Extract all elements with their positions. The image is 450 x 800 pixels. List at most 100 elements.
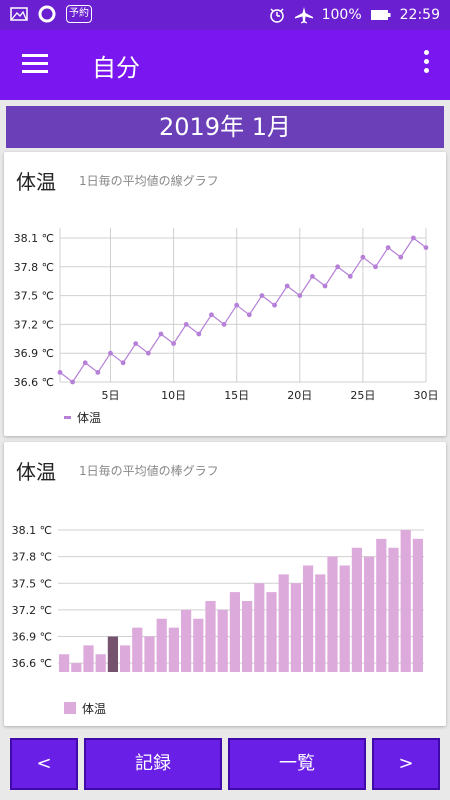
line-point [158, 331, 164, 337]
bar-15 [229, 592, 240, 672]
month-banner: 2019年 1月 [6, 106, 444, 148]
bar-1 [59, 654, 70, 672]
bar-30 [412, 538, 423, 672]
line-point [385, 245, 391, 250]
line-y-tick-label: 36.9 ℃ [14, 347, 54, 360]
line-legend-swatch [64, 416, 71, 419]
alarm-icon [269, 8, 284, 23]
line-point [410, 235, 416, 241]
line-x-tick-label: 20日 [287, 389, 312, 402]
image-icon [10, 7, 28, 21]
line-point [246, 312, 252, 318]
battery-level: 100% [321, 7, 362, 23]
line-point [221, 322, 227, 327]
line-point [57, 370, 63, 375]
bar-10 [168, 627, 179, 672]
bar-card-title: 体温 [16, 460, 56, 484]
prev-month-button[interactable]: < [10, 738, 78, 790]
bar-7 [132, 627, 143, 672]
page-title: 自分 [92, 54, 140, 82]
line-point [234, 302, 240, 308]
line-point [398, 254, 404, 260]
bar-22 [315, 574, 326, 672]
line-point [272, 302, 277, 308]
bar-23 [327, 556, 338, 672]
next-month-button[interactable]: > [372, 738, 440, 790]
clock: 22:59 [399, 7, 440, 23]
bar-19 [278, 574, 289, 672]
bar-18 [266, 592, 277, 672]
status-bar: 予約 100% 22:59 [0, 0, 450, 30]
line-y-tick-label: 36.6 ℃ [14, 376, 54, 389]
line-point [284, 283, 290, 289]
line-point [120, 360, 126, 366]
line-point [347, 274, 353, 279]
line-point [82, 360, 88, 366]
bar-y-tick-label: 38.1 ℃ [12, 524, 52, 537]
line-series [59, 237, 427, 383]
menu-icon[interactable] [22, 54, 48, 76]
line-point [322, 283, 328, 289]
line-x-tick-label: 15日 [224, 389, 249, 402]
line-x-tick-label: 10日 [161, 389, 186, 402]
bar-5 [107, 636, 118, 672]
line-point [297, 293, 303, 298]
record-button[interactable]: 記録 [84, 738, 222, 790]
bar-20 [290, 583, 301, 672]
bar-chart-card: 体温 1日毎の平均値の棒グラフ 36.6 ℃ 36.9 ℃ 37.2 ℃ 37.5 ℃… [4, 442, 446, 726]
line-point [183, 322, 189, 327]
app-bar: 自分 [0, 30, 450, 100]
bar-24 [339, 565, 350, 672]
line-point [133, 341, 139, 346]
line-point [196, 331, 202, 337]
bar-11 [181, 609, 192, 672]
bar-13 [205, 601, 216, 672]
line-y-tick-label: 38.1 ℃ [14, 232, 54, 245]
battery-icon [370, 10, 391, 20]
bar-25 [351, 547, 362, 672]
line-point [310, 274, 315, 279]
more-options-icon[interactable] [424, 50, 432, 77]
line-point [373, 264, 378, 270]
line-point [145, 350, 151, 356]
bar-2 [71, 663, 82, 672]
bar-y-tick-label: 36.6 ℃ [12, 657, 52, 670]
bar-y-tick-label: 37.5 ℃ [12, 577, 52, 590]
line-y-tick-label: 37.8 ℃ [14, 261, 54, 274]
line-point [259, 293, 265, 298]
bar-9 [156, 618, 167, 672]
reservation-badge: 予約 [66, 5, 92, 23]
bar-14 [217, 609, 228, 672]
bar-8 [144, 636, 155, 672]
circle-icon [38, 5, 56, 23]
line-x-tick-label: 25日 [350, 389, 375, 402]
bar-4 [95, 654, 106, 672]
line-point [360, 254, 366, 260]
bar-16 [242, 601, 253, 672]
bar-3 [83, 645, 94, 672]
bar-legend-label: 体温 [82, 702, 106, 716]
line-point [95, 370, 101, 375]
bar-17 [254, 583, 265, 672]
airplane-icon [294, 7, 313, 24]
line-card-subtitle: 1日毎の平均値の線グラフ [79, 174, 219, 188]
bar-y-tick-label: 37.2 ℃ [12, 604, 52, 617]
line-point [209, 312, 214, 318]
bar-27 [376, 538, 387, 672]
bar-chart: 36.6 ℃ 36.9 ℃ 37.2 ℃ 37.5 ℃ 37.8 ℃ 38.1 ℃ 体温 [12, 524, 424, 716]
bar-28 [388, 547, 399, 672]
line-x-tick-label: 30日 [414, 389, 439, 402]
bar-21 [303, 565, 314, 672]
bar-26 [364, 556, 375, 672]
line-card-title: 体温 [16, 170, 56, 194]
line-point [423, 245, 429, 250]
line-chart: 36.6 ℃ 36.9 ℃ 37.2 ℃ 37.5 ℃ 37.8 ℃ 38.1 ℃ 5日 10… [14, 228, 439, 425]
bar-legend-swatch [64, 702, 76, 714]
list-button[interactable]: 一覧 [228, 738, 366, 790]
line-chart-card: 体温 1日毎の平均値の線グラフ 36.6 ℃ 36.9 ℃ 37.2 ℃ 37.5 ℃… [4, 152, 446, 436]
bar-card-subtitle: 1日毎の平均値の棒グラフ [79, 464, 219, 478]
line-x-tick-label: 5日 [101, 389, 119, 402]
bar-29 [400, 530, 411, 672]
bar-y-tick-label: 37.8 ℃ [12, 551, 52, 564]
line-point [171, 341, 176, 346]
